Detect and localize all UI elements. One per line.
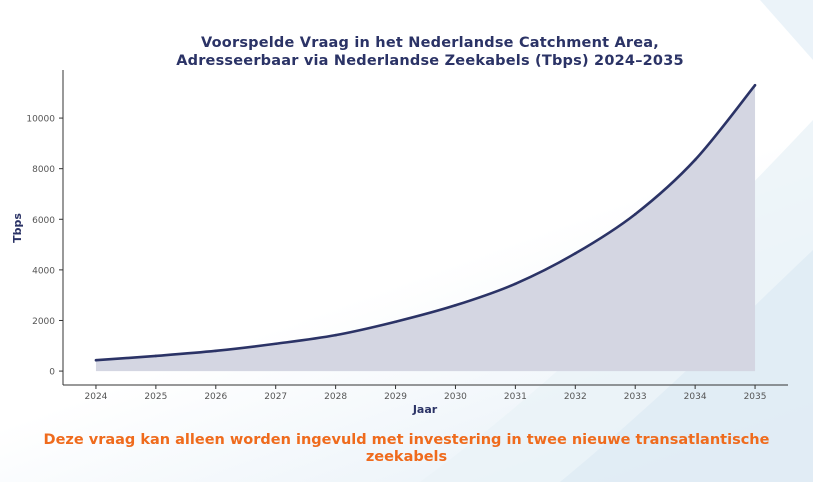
data-point (394, 320, 397, 324)
data-point (753, 83, 757, 87)
x-tick-label: 2033 (624, 392, 647, 402)
x-tick-label: 2031 (504, 392, 527, 402)
chart-title: Voorspelde Vraag in het Nederlandse Catc… (100, 34, 760, 70)
data-point (633, 212, 637, 216)
footer-note: Deze vraag kan alleen worden ingevuld me… (43, 432, 770, 465)
series-area-fill (95, 85, 756, 372)
data-point (274, 342, 278, 346)
data-point (454, 304, 457, 307)
chart-axes (62, 70, 788, 386)
x-tick-label: 2035 (744, 392, 767, 402)
x-axis-label: Jaar (412, 403, 438, 416)
data-point (514, 282, 517, 286)
x-tick-label: 2029 (384, 392, 407, 402)
x-tick-label: 2034 (684, 392, 707, 402)
x-tick-label: 2030 (444, 392, 467, 402)
x-tick-label: 2025 (144, 392, 167, 402)
y-tick-label: 8000 (32, 165, 55, 175)
data-point (693, 158, 697, 162)
tick-layer: 0 2000 4000 6000 8000 10000 2024 2025 2026 2027 20… (26, 115, 766, 402)
y-tick-label: 0 (49, 368, 55, 378)
x-tick-label: 2026 (204, 392, 227, 402)
chart-title-line-1: Voorspelde Vraag in het Nederlandse Catc… (201, 35, 659, 51)
y-tick-label: 10000 (26, 115, 55, 125)
x-tick-label: 2024 (85, 392, 108, 402)
data-point (94, 358, 98, 362)
series-area-layer (94, 83, 757, 372)
x-tick-label: 2028 (324, 392, 347, 402)
data-point (154, 354, 158, 358)
data-point (334, 333, 337, 337)
y-tick-label: 6000 (32, 216, 55, 226)
data-point (573, 252, 577, 255)
chart-title-line-2: Adresseerbaar via Nederlandse Zeekabels … (176, 53, 684, 69)
data-point (214, 349, 218, 353)
x-tick-label: 2027 (264, 392, 287, 402)
x-tick-label: 2032 (564, 392, 587, 402)
y-tick-label: 4000 (32, 266, 55, 276)
y-axis-label: Tbps (11, 213, 24, 243)
y-tick-label: 2000 (32, 317, 55, 327)
